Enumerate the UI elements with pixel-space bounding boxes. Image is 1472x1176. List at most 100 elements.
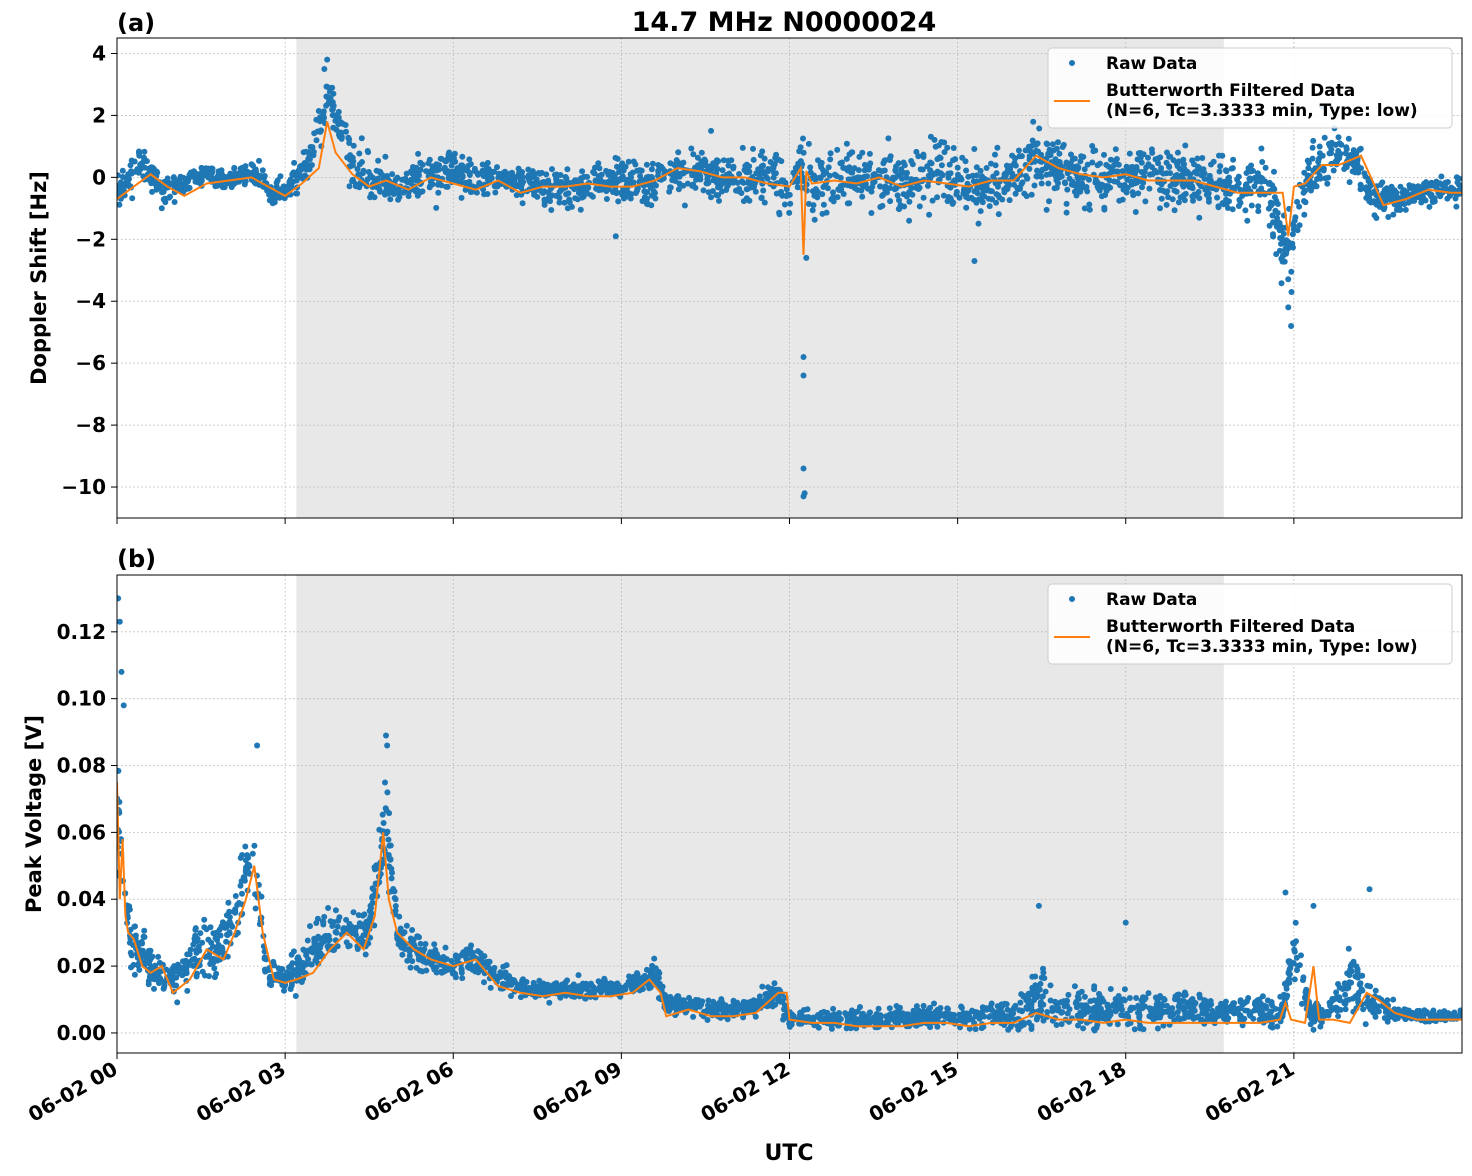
- raw-data-point: [1048, 982, 1054, 988]
- raw-data-point: [1290, 231, 1296, 237]
- raw-data-point: [1104, 188, 1110, 194]
- raw-data-point: [1288, 269, 1294, 275]
- raw-data-point: [1360, 1006, 1366, 1012]
- raw-data-point: [1251, 183, 1257, 189]
- raw-data-point: [151, 986, 157, 992]
- raw-data-point: [1351, 162, 1357, 168]
- raw-data-point: [184, 970, 190, 976]
- raw-data-point: [1322, 135, 1328, 141]
- raw-data-point: [386, 837, 392, 843]
- raw-data-point: [1321, 168, 1327, 174]
- raw-data-point: [584, 982, 590, 988]
- raw-data-point: [787, 1024, 793, 1030]
- raw-data-point: [489, 170, 495, 176]
- y-tick-label: 0: [92, 165, 106, 189]
- raw-data-point: [974, 200, 980, 206]
- raw-data-point: [1150, 171, 1156, 177]
- raw-data-point: [115, 768, 121, 774]
- raw-data-point: [234, 902, 240, 908]
- raw-data-point: [262, 967, 268, 973]
- raw-data-point: [1397, 207, 1403, 213]
- raw-data-point: [762, 156, 768, 162]
- raw-data-point: [1046, 198, 1052, 204]
- raw-data-point: [329, 107, 335, 113]
- raw-data-point: [834, 173, 840, 179]
- y-tick-label: −8: [75, 413, 106, 437]
- panel-label: (a): [117, 9, 155, 37]
- raw-data-point: [585, 185, 591, 191]
- raw-data-point: [1346, 136, 1352, 142]
- raw-data-point: [1226, 175, 1232, 181]
- raw-data-point: [637, 167, 643, 173]
- raw-data-point: [1363, 1021, 1369, 1027]
- raw-data-point: [361, 168, 367, 174]
- raw-data-point: [1270, 231, 1276, 237]
- raw-data-point: [1223, 999, 1229, 1005]
- raw-data-point: [1248, 163, 1254, 169]
- raw-data-point: [464, 951, 470, 957]
- raw-data-point: [1024, 175, 1030, 181]
- raw-data-point: [963, 168, 969, 174]
- raw-data-point: [192, 936, 198, 942]
- raw-data-point: [1064, 210, 1070, 216]
- raw-data-point: [849, 1007, 855, 1013]
- raw-data-outlier: [1285, 304, 1291, 310]
- raw-data-point: [1373, 988, 1379, 994]
- raw-data-point: [384, 807, 390, 813]
- raw-data-point: [274, 180, 280, 186]
- raw-data-point: [744, 162, 750, 168]
- raw-data-point: [308, 144, 314, 150]
- raw-data-point: [676, 186, 682, 192]
- raw-data-point: [1202, 176, 1208, 182]
- raw-data-point: [807, 164, 813, 170]
- raw-data-point: [1191, 161, 1197, 167]
- raw-data-point: [1269, 213, 1275, 219]
- raw-data-point: [155, 954, 161, 960]
- raw-data-point: [730, 165, 736, 171]
- raw-data-point: [445, 170, 451, 176]
- raw-data-point: [1086, 177, 1092, 183]
- raw-data-point: [1120, 197, 1126, 203]
- raw-data-point: [616, 177, 622, 183]
- raw-data-point: [1229, 166, 1235, 172]
- raw-data-point: [458, 162, 464, 168]
- raw-data-point: [1404, 189, 1410, 195]
- raw-data-point: [183, 961, 189, 967]
- raw-data-point: [818, 162, 824, 168]
- raw-data-point: [765, 176, 771, 182]
- raw-data-point: [772, 980, 778, 986]
- raw-data-point: [449, 175, 455, 181]
- raw-data-point: [1136, 1013, 1142, 1019]
- raw-data-point: [950, 157, 956, 163]
- raw-data-point: [755, 166, 761, 172]
- raw-data-point: [443, 945, 449, 951]
- raw-data-point: [705, 1017, 711, 1023]
- raw-data-point: [166, 195, 172, 201]
- raw-data-point: [1386, 188, 1392, 194]
- raw-data-point: [1301, 212, 1307, 218]
- raw-data-point: [552, 172, 558, 178]
- raw-data-point: [1398, 184, 1404, 190]
- raw-data-point: [393, 903, 399, 909]
- raw-data-point: [896, 160, 902, 166]
- raw-data-point: [989, 196, 995, 202]
- raw-data-point: [494, 164, 500, 170]
- raw-data-point: [205, 937, 211, 943]
- raw-data-point: [462, 180, 468, 186]
- raw-data-point: [321, 108, 327, 114]
- raw-data-point: [1222, 180, 1228, 186]
- raw-data-point: [1164, 189, 1170, 195]
- raw-data-point: [309, 962, 315, 968]
- raw-data-point: [835, 186, 841, 192]
- raw-data-point: [1124, 177, 1130, 183]
- raw-data-point: [1139, 169, 1145, 175]
- raw-data-point: [759, 148, 765, 154]
- raw-data-point: [1224, 1007, 1230, 1013]
- raw-data-point: [315, 916, 321, 922]
- raw-data-point: [305, 938, 311, 944]
- raw-data-point: [867, 151, 873, 157]
- raw-data-point: [1287, 965, 1293, 971]
- raw-data-point: [260, 167, 266, 173]
- raw-data-point: [971, 146, 977, 152]
- raw-data-point: [649, 166, 655, 172]
